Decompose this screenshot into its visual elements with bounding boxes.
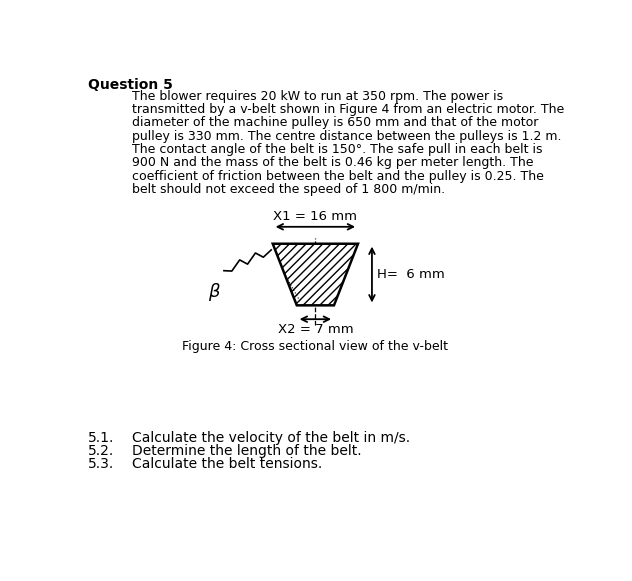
Text: transmitted by a v-belt shown in Figure 4 from an electric motor. The: transmitted by a v-belt shown in Figure …	[131, 103, 564, 116]
Text: Figure 4: Cross sectional view of the v-belt: Figure 4: Cross sectional view of the v-…	[183, 340, 448, 353]
Text: 5.2.: 5.2.	[88, 444, 114, 458]
Text: Calculate the velocity of the belt in m/s.: Calculate the velocity of the belt in m/…	[131, 431, 410, 445]
Text: Determine the length of the belt.: Determine the length of the belt.	[131, 444, 362, 458]
Text: X1 = 16 mm: X1 = 16 mm	[274, 210, 357, 223]
Text: 5.1.: 5.1.	[88, 431, 114, 445]
Text: β: β	[208, 284, 219, 302]
Text: Question 5: Question 5	[88, 78, 173, 92]
Text: belt should not exceed the speed of 1 800 m/min.: belt should not exceed the speed of 1 80…	[131, 183, 445, 196]
Text: Calculate the belt tensions.: Calculate the belt tensions.	[131, 457, 322, 471]
Text: 900 N and the mass of the belt is 0.46 kg per meter length. The: 900 N and the mass of the belt is 0.46 k…	[131, 156, 533, 169]
Polygon shape	[273, 244, 358, 306]
Text: The contact angle of the belt is 150°. The safe pull in each belt is: The contact angle of the belt is 150°. T…	[131, 143, 542, 156]
Text: H=  6 mm: H= 6 mm	[377, 268, 445, 281]
Text: diameter of the machine pulley is 650 mm and that of the motor: diameter of the machine pulley is 650 mm…	[131, 116, 538, 130]
Text: The blower requires 20 kW to run at 350 rpm. The power is: The blower requires 20 kW to run at 350 …	[131, 89, 503, 103]
Text: 5.3.: 5.3.	[88, 457, 114, 471]
Text: X2 = 7 mm: X2 = 7 mm	[277, 323, 353, 336]
Text: pulley is 330 mm. The centre distance between the pulleys is 1.2 m.: pulley is 330 mm. The centre distance be…	[131, 130, 561, 143]
Text: coefficient of friction between the belt and the pulley is 0.25. The: coefficient of friction between the belt…	[131, 170, 544, 182]
